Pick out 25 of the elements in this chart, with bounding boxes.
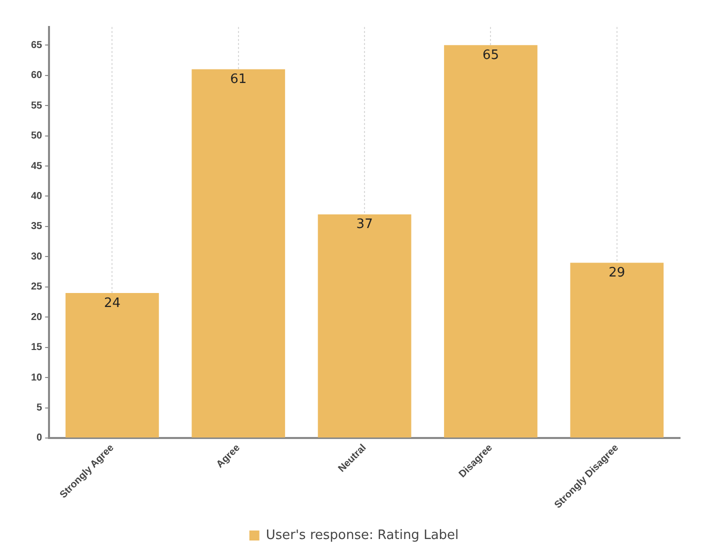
bar	[570, 262, 664, 438]
legend-label: User's response: Rating Label	[266, 528, 459, 543]
data-label: 61	[230, 72, 247, 88]
y-tick-label: 65	[31, 40, 43, 51]
y-tick-label: 50	[31, 130, 43, 142]
y-tick-label: 15	[31, 342, 43, 354]
bar	[66, 292, 159, 438]
y-tick-label: 55	[31, 100, 43, 112]
y-tick-label: 45	[31, 160, 43, 172]
y-tick-label: 40	[31, 190, 43, 202]
y-tick-label: 60	[31, 70, 43, 82]
data-label: 65	[482, 48, 500, 64]
y-tick-label: 35	[31, 221, 43, 232]
bar	[192, 69, 286, 438]
data-label: 24	[104, 296, 120, 311]
data-label: 37	[356, 217, 373, 232]
y-tick-label: 25	[31, 282, 43, 293]
y-tick-label: 0	[36, 432, 43, 444]
data-label: 29	[608, 266, 626, 281]
bar	[318, 214, 412, 438]
y-tick-label: 20	[31, 312, 43, 323]
y-tick-label: 10	[31, 372, 43, 384]
bar	[444, 45, 538, 438]
y-tick-label: 30	[31, 251, 43, 262]
y-tick-label: 5	[36, 402, 43, 414]
